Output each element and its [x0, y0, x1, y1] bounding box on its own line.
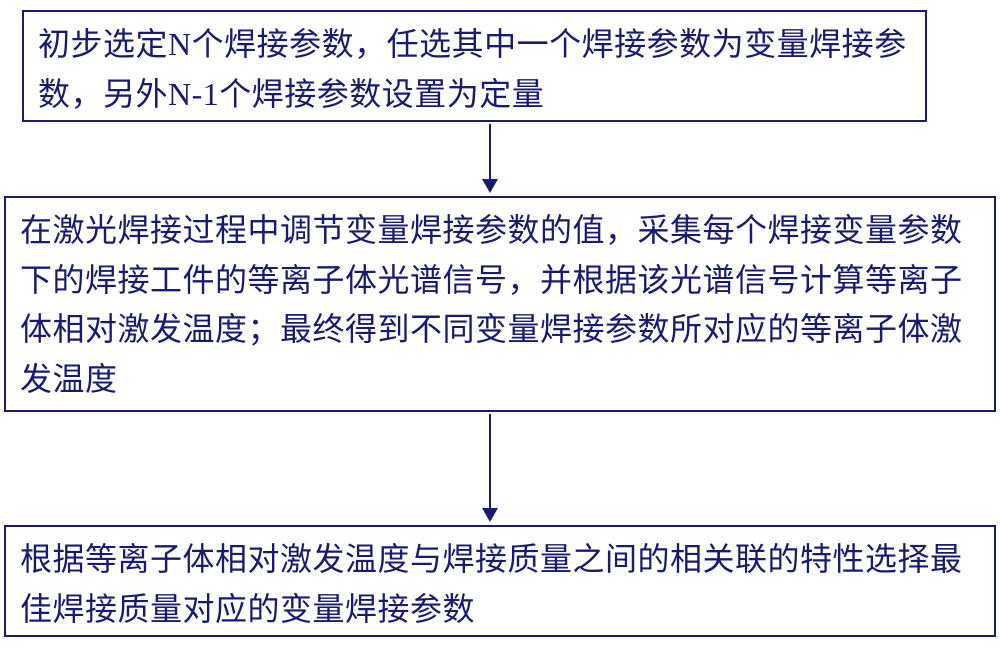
flow-step-2: 在激光焊接过程中调节变量焊接参数的值，采集每个焊接变量参数下的焊接工件的等离子体… — [4, 196, 996, 412]
arrow-line — [489, 124, 491, 179]
flow-step-3-text: 根据等离子体相对激发温度与焊接质量之间的相关联的特性选择最佳焊接质量对应的变量焊… — [20, 535, 980, 634]
flow-step-1-text: 初步选定N个焊接参数，任选其中一个焊接参数为变量焊接参数，另外N-1个焊接参数设… — [38, 20, 911, 119]
arrow-head-icon — [482, 179, 498, 193]
flow-step-2-text: 在激光焊接过程中调节变量焊接参数的值，采集每个焊接变量参数下的焊接工件的等离子体… — [20, 206, 980, 404]
flow-step-3: 根据等离子体相对激发温度与焊接质量之间的相关联的特性选择最佳焊接质量对应的变量焊… — [4, 525, 996, 637]
flow-step-1: 初步选定N个焊接参数，任选其中一个焊接参数为变量焊接参数，另外N-1个焊接参数设… — [22, 10, 927, 122]
flow-arrow-2 — [482, 414, 498, 522]
arrow-head-icon — [482, 508, 498, 522]
arrow-line — [489, 414, 491, 508]
flow-arrow-1 — [482, 124, 498, 193]
